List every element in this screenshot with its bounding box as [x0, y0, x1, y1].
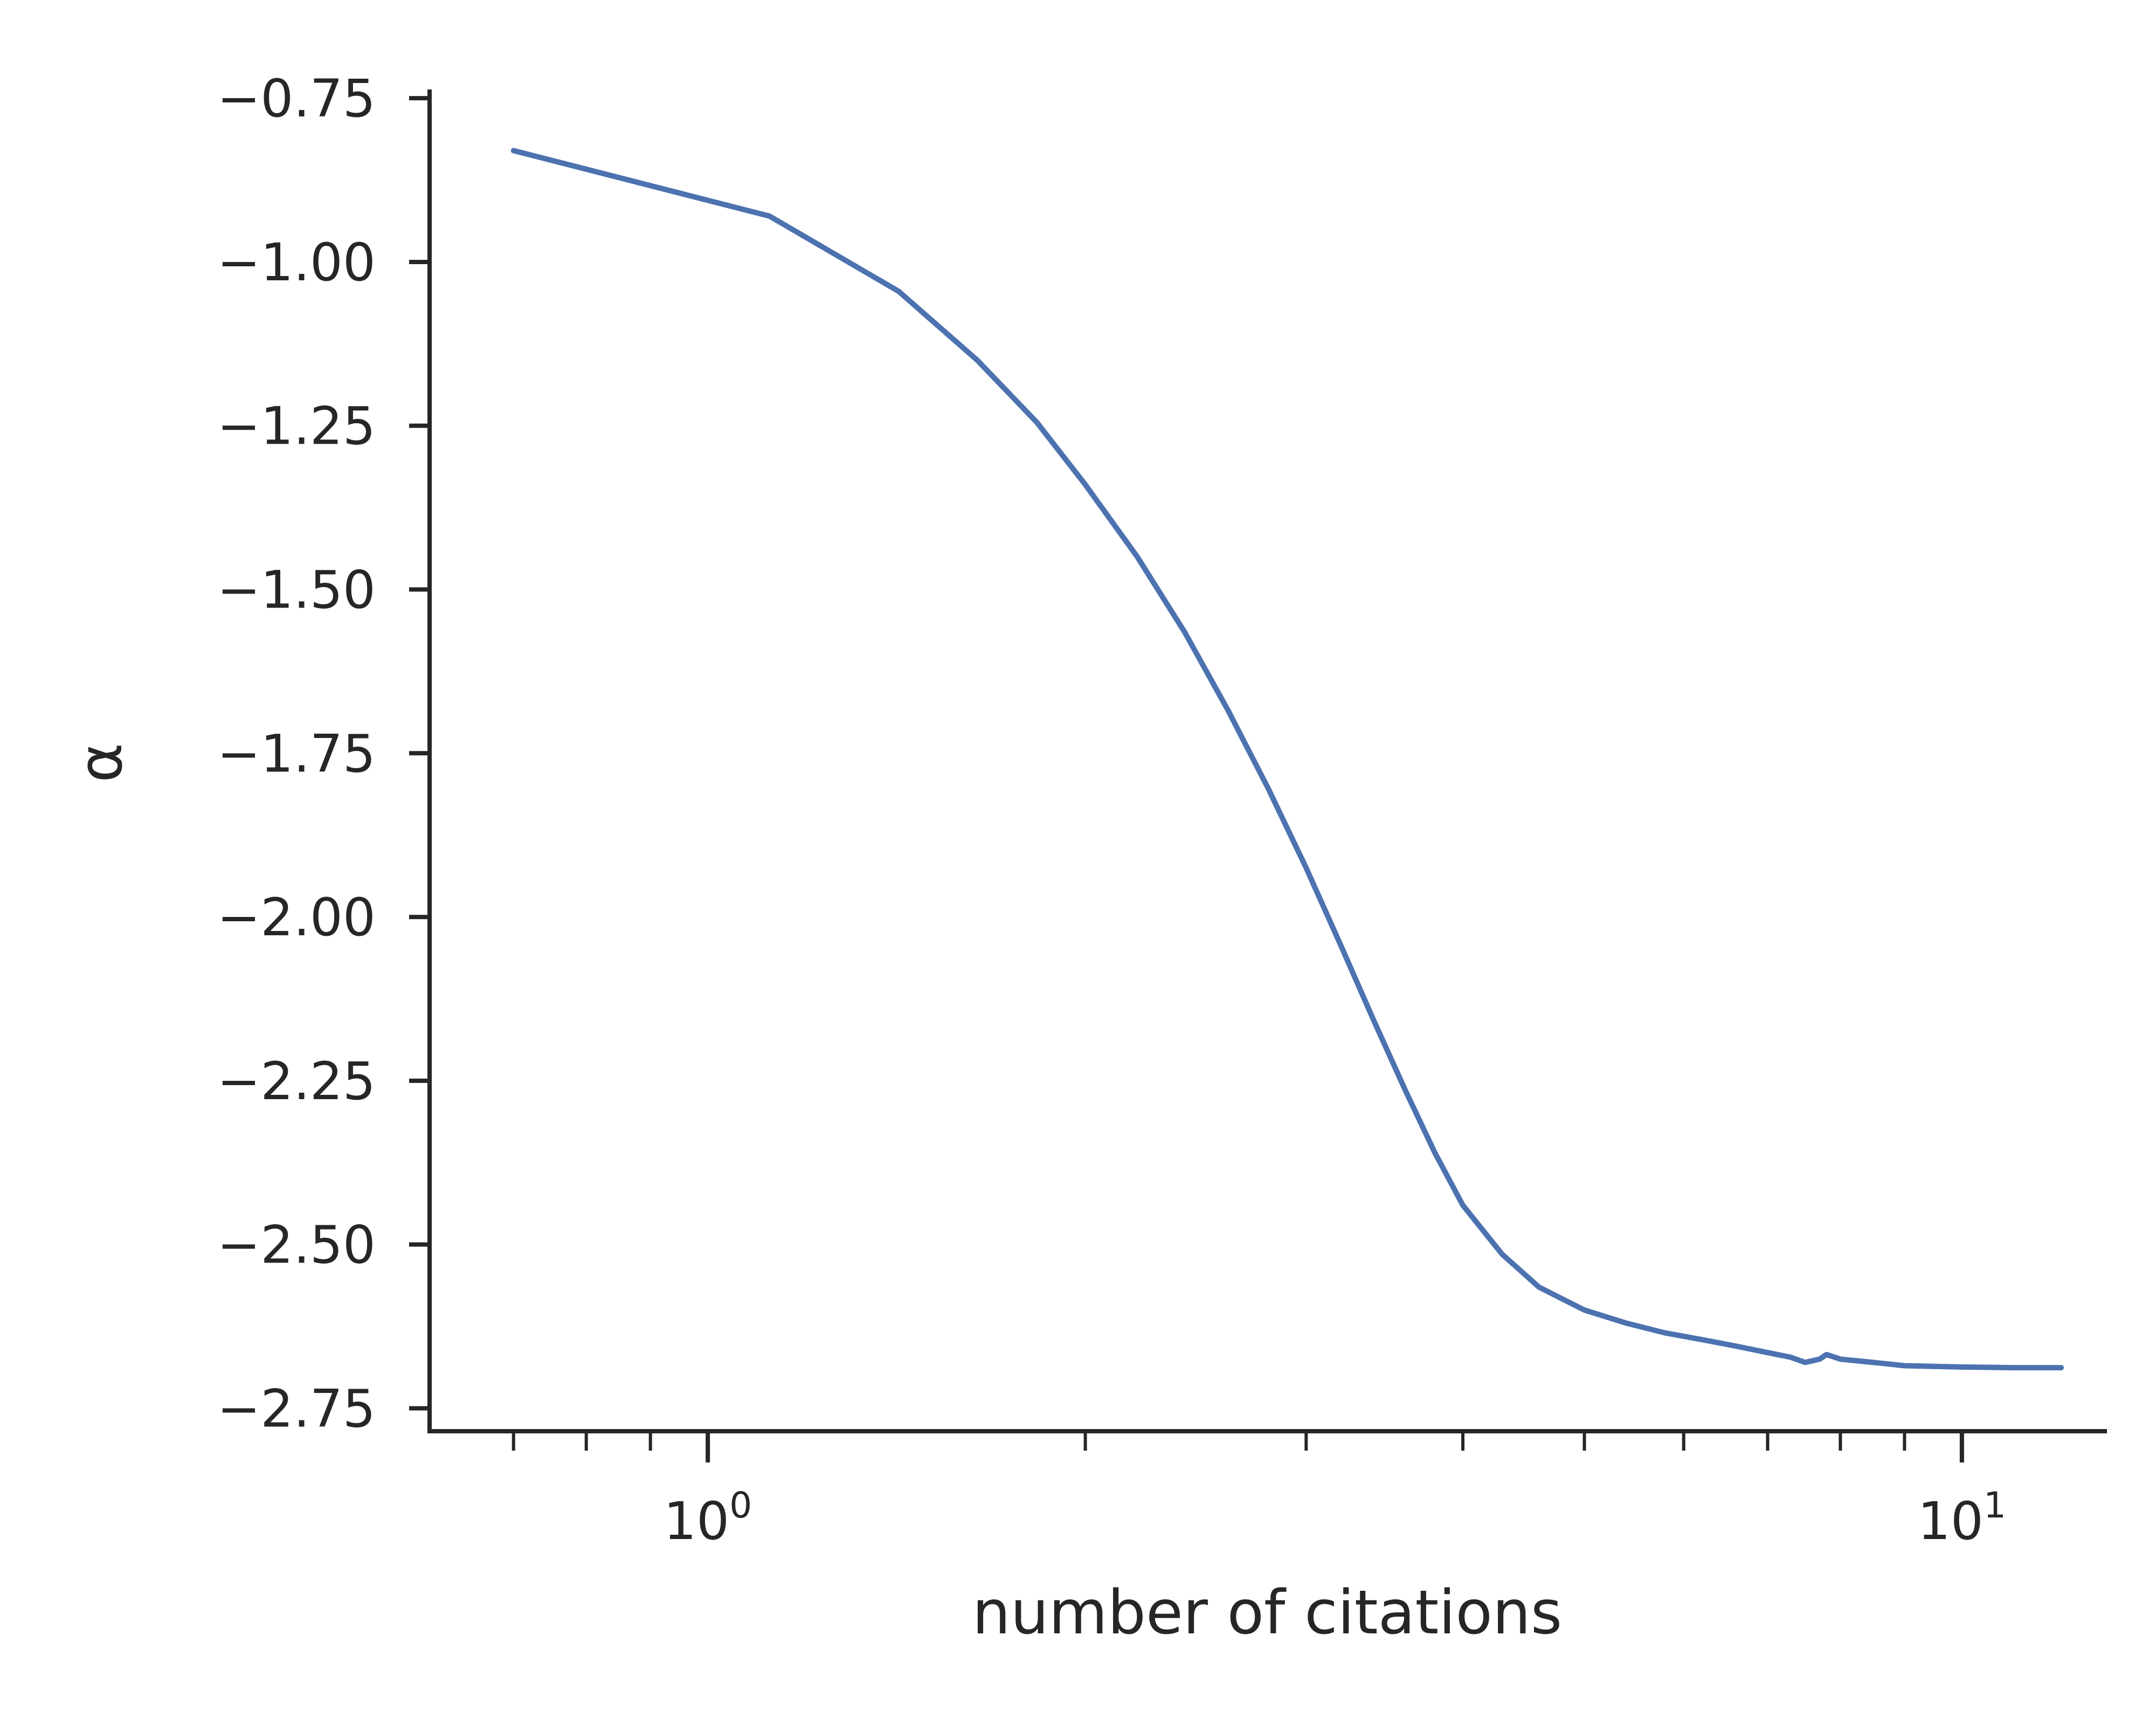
- y-tick-label: −2.50: [217, 1215, 376, 1275]
- series-line-alpha: [510, 148, 2064, 1371]
- y-tick-label: −2.00: [217, 887, 376, 948]
- y-tick-label: −1.50: [217, 560, 376, 620]
- y-tick-label: −2.25: [217, 1051, 376, 1112]
- y-tick-label: −1.00: [217, 232, 376, 293]
- y-tick-label: −1.25: [217, 396, 376, 457]
- x-tick-label: 101: [1918, 1485, 2006, 1551]
- y-axis-label: α: [66, 743, 136, 783]
- y-tick-label: −1.75: [217, 723, 376, 784]
- y-axis-ticks: −0.75 −1.00 −1.25 −1.50 −1.75 −2.00 −2.25 −2.50…: [217, 68, 430, 1439]
- y-tick-label: −2.75: [217, 1378, 376, 1439]
- x-axis-ticks: 100 101: [512, 1431, 2006, 1551]
- y-tick-label: −0.75: [217, 68, 376, 129]
- x-axis-label: number of citations: [972, 1578, 1562, 1648]
- x-tick-label: 100: [664, 1485, 752, 1551]
